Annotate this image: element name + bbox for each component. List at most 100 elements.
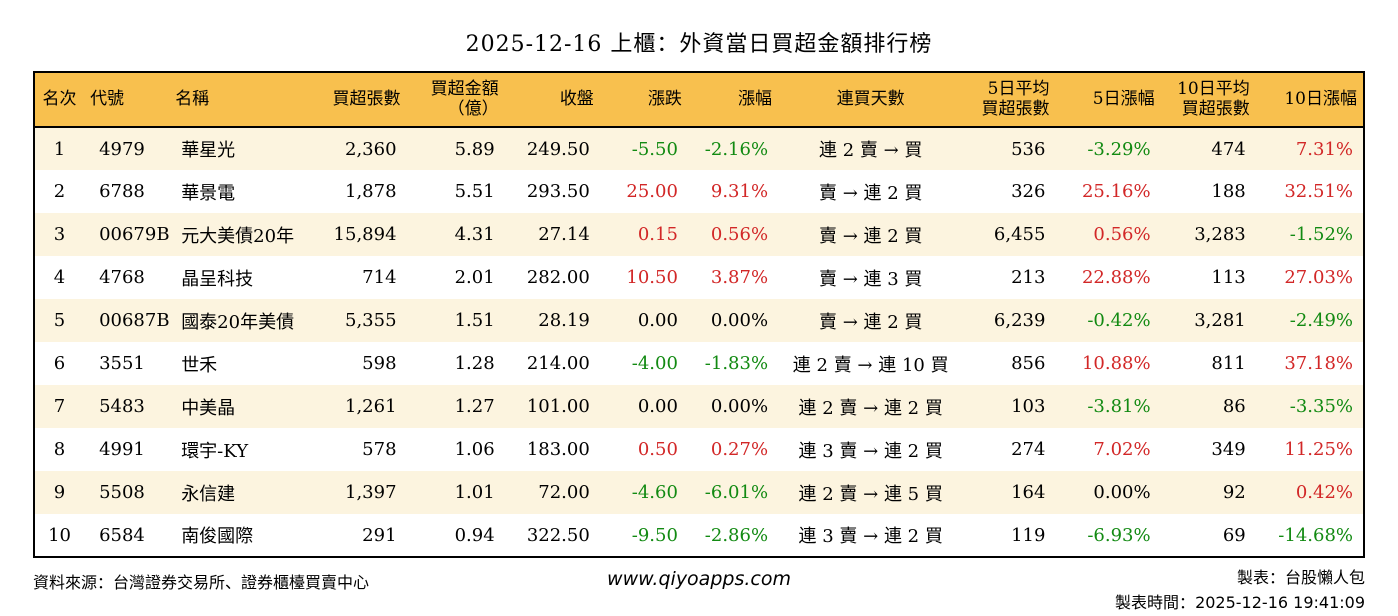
cell-code: 4991 [99,439,145,460]
cell-close: 72.00 [538,482,590,503]
cell-avg5: 213 [1011,267,1046,288]
cell-name: 元大美債20年 [181,225,295,247]
cell-streak: 連 2 賣 → 連 10 買 [792,354,949,376]
column-header-pct10: 10日漲幅 [1255,72,1364,128]
cell-change: 0.15 [637,224,678,245]
cell-rank: 1 [53,138,66,160]
data-source-note: 資料來源：台灣證券交易所、證券櫃檯買賣中心 [33,573,370,592]
column-header-close: 收盤 [504,72,600,128]
cell-name: 南俊國際 [181,526,254,547]
cell-code: 3551 [99,353,145,374]
cell-pct10: 0.42% [1295,482,1353,503]
cell-pct5: -6.93% [1087,524,1151,546]
cell-change_pct: -6.01% [704,482,769,503]
cell-rank: 9 [53,482,66,503]
cell-code: 00679B [99,224,170,245]
footer: 資料來源：台灣證券交易所、證券櫃檯買賣中心 www.qiyoapps.com 製… [33,558,1365,616]
cell-pct10: -1.52% [1289,224,1353,245]
cell-buy_volume: 1,261 [345,396,397,417]
table-row: 6 3551 世禾 598 1.28 214.00 -4.00 -1.83% 連 2 賣 → 連… [34,342,1364,385]
table-row: 3 00679B 元大美債20年 15,894 4.31 27.14 0.15 0.56% 賣 … [34,213,1364,256]
table-row: 7 5483 中美晶 1,261 1.27 101.00 0.00 0.00% 連 2 賣 → … [34,385,1364,428]
cell-code: 4979 [99,138,145,160]
cell-avg10: 69 [1222,524,1246,546]
cell-avg10: 86 [1222,396,1246,417]
cell-buy_amount: 1.27 [454,396,495,417]
cell-change_pct: 0.00% [710,396,769,417]
cell-buy_amount: 5.51 [454,181,495,202]
cell-streak: 賣 → 連 2 買 [818,182,923,204]
cell-pct10: 32.51% [1284,181,1353,202]
cell-avg5: 326 [1011,181,1046,202]
cell-buy_volume: 5,355 [345,310,397,331]
header-row: 名次 代號 名稱 買超張數 買超金額 （億） 收盤 漲跌 漲幅 連買天數 5日平均 買超張數 5日漲… [34,72,1364,128]
cell-code: 6584 [99,524,145,546]
cell-close: 293.50 [526,181,590,202]
maker-note: 製表：台股懶人包 [1236,568,1365,587]
cell-pct5: 7.02% [1093,439,1151,460]
column-header-buy_amount: 買超金額 （億） [406,72,505,128]
cell-code: 5508 [99,482,145,503]
cell-avg5: 103 [1011,396,1046,417]
cell-avg5: 6,239 [993,310,1046,331]
cell-pct5: -3.29% [1087,138,1151,160]
cell-code: 5483 [99,396,145,417]
cell-name: 晶呈科技 [181,268,254,290]
cell-pct5: -3.81% [1087,396,1151,417]
table-header: 名次 代號 名稱 買超張數 買超金額 （億） 收盤 漲跌 漲幅 連買天數 5日平均 買超張數 5日漲… [34,72,1364,128]
table-row: 4 4768 晶呈科技 714 2.01 282.00 10.50 3.87% 賣 → 連 3 … [34,256,1364,299]
cell-rank: 2 [53,181,66,202]
cell-buy_volume: 1,397 [345,482,397,503]
cell-buy_volume: 1,878 [345,181,397,202]
cell-pct10: 7.31% [1295,138,1353,160]
cell-buy_amount: 1.01 [454,482,495,503]
cell-pct5: 22.88% [1081,267,1151,288]
table-body: 1 4979 華星光 2,360 5.89 249.50 -5.50 -2.16% 連 2 賣 … [34,127,1364,557]
column-header-rank: 名次 [34,72,85,128]
cell-close: 28.19 [538,310,590,331]
cell-change: -4.00 [631,353,678,374]
cell-name: 永信建 [181,483,236,505]
cell-pct10: 37.18% [1284,353,1353,374]
cell-pct5: 0.00% [1093,482,1151,503]
column-header-code: 代號 [84,72,170,128]
cell-code: 6788 [99,181,145,202]
cell-avg5: 536 [1011,138,1046,160]
cell-pct5: 10.88% [1081,353,1151,374]
cell-close: 322.50 [526,524,590,546]
cell-name: 華星光 [181,140,236,161]
cell-code: 00687B [99,310,170,331]
table-row: 5 00687B 國泰20年美債 5,355 1.51 28.19 0.00 0.00% 賣 →… [34,299,1364,342]
table-row: 10 6584 南俊國際 291 0.94 322.50 -9.50 -2.86% 連 3 賣 … [34,514,1364,557]
cell-pct10: 11.25% [1284,439,1353,460]
cell-change: -4.60 [631,482,678,503]
cell-buy_amount: 1.06 [454,439,495,460]
table-row: 2 6788 華景電 1,878 5.51 293.50 25.00 9.31% 賣 → 連 2… [34,170,1364,213]
cell-close: 27.14 [538,224,590,245]
cell-avg10: 3,283 [1194,224,1246,245]
column-header-buy_volume: 買超張數 [309,72,407,128]
column-header-change: 漲跌 [599,72,688,128]
cell-streak: 連 2 賣 → 買 [818,140,923,161]
ranking-table: 名次 代號 名稱 買超張數 買超金額 （億） 收盤 漲跌 漲幅 連買天數 5日平均 買超張數 5日漲… [33,71,1365,558]
cell-change_pct: -2.86% [704,524,769,546]
cell-rank: 4 [53,267,66,288]
cell-avg10: 92 [1222,482,1246,503]
cell-buy_amount: 5.89 [454,138,495,160]
cell-close: 249.50 [526,138,590,160]
cell-pct10: -2.49% [1289,310,1353,331]
cell-change: 10.50 [626,267,678,288]
cell-rank: 6 [53,353,66,374]
cell-pct5: -0.42% [1087,310,1151,331]
column-header-change_pct: 漲幅 [687,72,779,128]
cell-streak: 賣 → 連 2 買 [818,225,923,247]
cell-change_pct: -1.83% [704,353,769,374]
cell-avg10: 113 [1211,267,1246,288]
cell-avg5: 6,455 [993,224,1046,245]
cell-avg5: 164 [1011,482,1046,503]
cell-change: 0.00 [637,310,678,331]
cell-change_pct: 3.87% [710,267,769,288]
cell-close: 282.00 [526,267,590,288]
cell-rank: 3 [53,224,66,245]
